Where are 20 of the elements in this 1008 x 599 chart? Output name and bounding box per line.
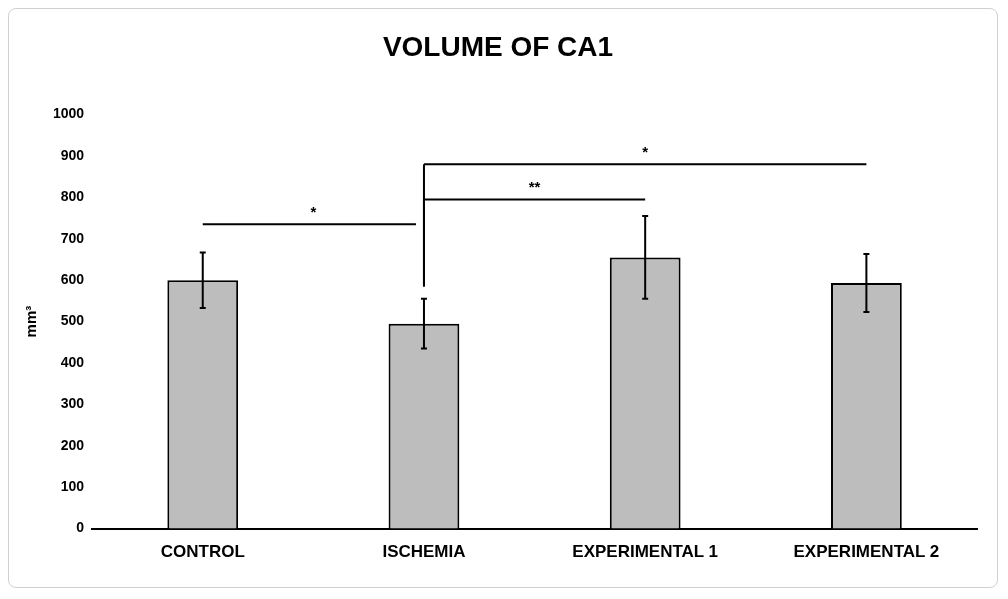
y-tick-label: 400 — [60, 353, 85, 370]
chart-title: VOLUME OF CA1 — [382, 30, 614, 62]
x-tick-label: CONTROL — [160, 542, 245, 562]
y-tick-label: 900 — [60, 146, 85, 163]
y-tick-label: 1000 — [52, 105, 85, 122]
x-tick-label: EXPERIMENTAL 2 — [793, 542, 940, 562]
y-tick-label: 700 — [60, 229, 85, 246]
y-tick-label: 300 — [60, 395, 85, 412]
y-tick-label: 0 — [76, 519, 85, 536]
y-tick-label: 800 — [60, 188, 85, 205]
annotation: ** — [528, 178, 541, 196]
annotation: * — [642, 142, 649, 160]
y-tick-label: 200 — [60, 436, 85, 453]
annotation: * — [310, 202, 317, 220]
y-tick-label: 100 — [60, 478, 85, 495]
y-axis-title: mm³ — [22, 305, 40, 338]
x-tick-label: ISCHEMIA — [382, 542, 466, 562]
x-tick-label: EXPERIMENTAL 1 — [572, 542, 719, 562]
y-tick-label: 500 — [60, 312, 85, 329]
y-tick-label: 600 — [60, 271, 85, 288]
